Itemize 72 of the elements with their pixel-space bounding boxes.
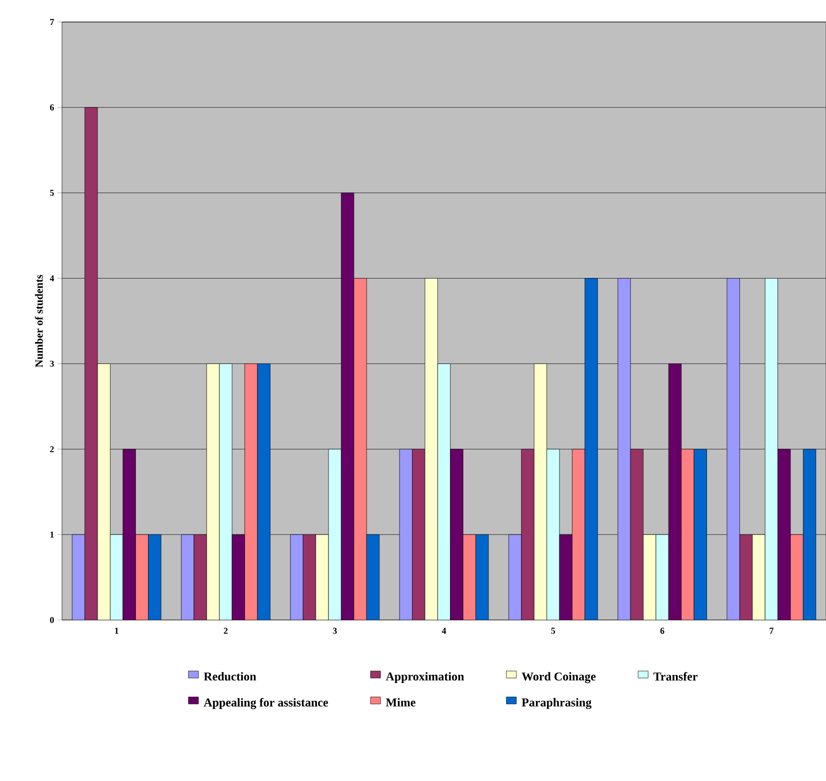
bar (618, 278, 631, 620)
y-tick-label: 0 (50, 616, 54, 624)
bar (534, 364, 547, 620)
bar (559, 534, 572, 620)
x-tick-label: 7 (770, 628, 774, 634)
bar (726, 278, 740, 620)
legend-label: Mime (386, 698, 416, 706)
y-tick-label: 2 (50, 446, 54, 452)
bar (97, 364, 110, 620)
bar (739, 534, 753, 620)
legend-label: Transfer (654, 672, 698, 681)
bar (656, 534, 669, 620)
bar (424, 278, 438, 620)
bar (257, 364, 270, 620)
legend-label: Reduction (204, 672, 256, 681)
bar (181, 534, 194, 620)
bar (546, 448, 560, 620)
bar (584, 278, 598, 620)
bar (354, 278, 367, 620)
bar (681, 448, 694, 620)
bar (630, 448, 644, 620)
bar (450, 448, 464, 620)
y-axis-title: Number of students (34, 274, 43, 368)
bar (399, 448, 412, 620)
bar (462, 534, 476, 620)
bar (643, 534, 656, 620)
bar (778, 448, 791, 620)
bar (752, 534, 766, 620)
legend-label: Approximation (386, 672, 464, 683)
y-tick-label: 3 (50, 360, 54, 367)
bar (302, 534, 316, 620)
y-tick-label: 1 (50, 532, 54, 538)
bar (476, 534, 489, 620)
x-tick-label: 3 (332, 628, 337, 634)
x-tick-label: 5 (551, 628, 556, 634)
bar (232, 534, 245, 620)
bar (84, 107, 98, 620)
bar (110, 534, 124, 620)
bar (521, 448, 534, 620)
y-tick-label: 4 (50, 275, 54, 282)
bar (290, 534, 304, 620)
bar (802, 448, 816, 620)
bar (508, 534, 522, 620)
bar (764, 278, 778, 620)
bar (122, 448, 136, 620)
x-tick-label: 6 (660, 628, 664, 634)
bar (72, 534, 86, 620)
bar (341, 192, 354, 620)
bar (668, 364, 682, 620)
bar (194, 534, 207, 620)
bar (694, 448, 707, 620)
legend-label: Word Coinage (522, 672, 596, 684)
bar (148, 534, 162, 620)
x-tick-label: 4 (442, 628, 446, 634)
bar (328, 448, 342, 620)
legend-label: Appealing for assistance (204, 698, 328, 710)
y-tick-label: 6 (50, 104, 54, 110)
bar (366, 534, 380, 620)
bar (437, 364, 451, 620)
legend-label: Paraphrasing (522, 698, 592, 710)
bar (219, 364, 232, 620)
bar (206, 364, 220, 620)
x-tick-label: 1 (115, 628, 118, 634)
bar (244, 364, 258, 620)
x-tick-label: 2 (224, 628, 228, 634)
bar (572, 448, 586, 620)
bar (790, 534, 804, 620)
bar (135, 534, 149, 620)
y-tick-label: 7 (50, 19, 54, 25)
bar (412, 448, 426, 620)
bar (316, 534, 329, 620)
y-tick-label: 5 (50, 190, 54, 196)
